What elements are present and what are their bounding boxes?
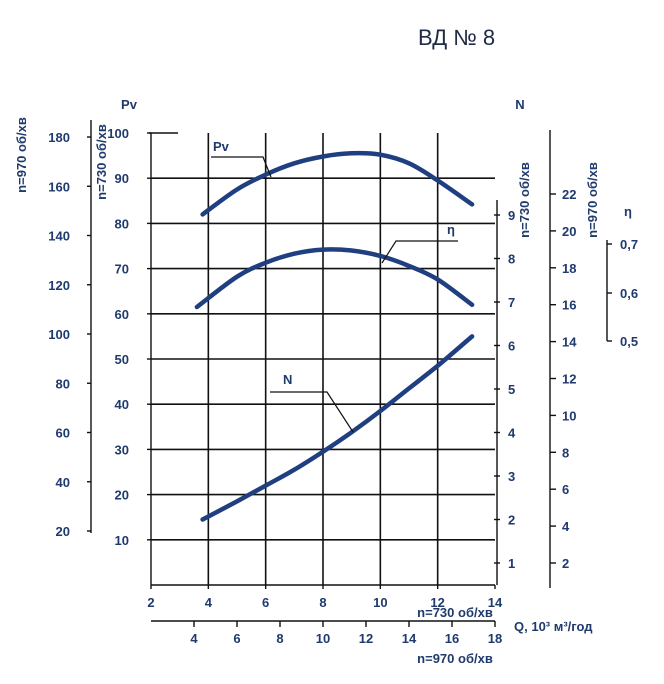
efficiency-curve (194, 247, 475, 310)
yr2-tick-label: 2 (562, 556, 569, 571)
yr-axis-label-n: N (515, 97, 524, 112)
x2-tick-label: 4 (190, 631, 198, 646)
yr2-tick-label: 4 (562, 519, 570, 534)
y-tick-label: 90 (115, 171, 129, 186)
yr2-tick-label: 20 (562, 224, 576, 239)
x2-tick-label: 18 (488, 631, 502, 646)
y2-tick-label: 120 (48, 278, 70, 293)
y-tick-label: 100 (107, 126, 129, 141)
y2-tick-label: 160 (48, 179, 70, 194)
yr-tick-label: 8 (508, 252, 515, 267)
y2-tick-label: 20 (56, 524, 70, 539)
yr-tick-label: 4 (508, 426, 516, 441)
x2-tick-label: 10 (316, 631, 330, 646)
y-tick-label: 50 (115, 352, 129, 367)
y-axis-label-pv: Pv (121, 97, 138, 112)
x-axis-label-970: n=970 об/хв (417, 651, 493, 666)
x2-tick-label: 16 (445, 631, 459, 646)
yr-axis-label-730: n=730 об/хв (517, 162, 532, 238)
x-axis-label-730: n=730 об/хв (417, 605, 493, 620)
yr2-tick-label: 14 (562, 335, 577, 350)
x-quantity-label: Q, 10³ м³/год (514, 619, 593, 634)
yr-tick-label: 6 (508, 339, 515, 354)
y2-axis-label-970: n=970 об/хв (14, 117, 29, 193)
y-tick-label: 20 (115, 488, 129, 503)
x-tick-label: 10 (373, 595, 387, 610)
eta-tick-label: 0,5 (620, 334, 638, 349)
yr2-tick-label: 18 (562, 261, 576, 276)
power-curve-label: N (283, 372, 292, 387)
y-tick-label: 70 (115, 262, 129, 277)
pv-curve (200, 150, 475, 217)
yr2-axis-label-970: n=970 об/хв (585, 162, 600, 238)
efficiency-leader-line (381, 240, 458, 264)
curves (194, 150, 475, 522)
y2-tick-label: 180 (48, 130, 70, 145)
yr2-tick-label: 22 (562, 187, 576, 202)
power-curve (200, 334, 475, 522)
yr2-tick-label: 8 (562, 445, 569, 460)
x2-tick-label: 6 (233, 631, 240, 646)
pv-leader-line (211, 156, 272, 178)
y2-tick-label: 100 (48, 327, 70, 342)
axis-labels: 2 4 6 8 10 12 14n=730 об/хв4 6 8 10 12 14 16 18n=970 … (14, 97, 638, 666)
y-tick-label: 40 (115, 397, 129, 412)
eta-tick-label: 0,7 (620, 237, 638, 252)
x-tick-label: 2 (147, 595, 154, 610)
x2-tick-label: 12 (359, 631, 373, 646)
y2-tick-label: 60 (56, 426, 70, 441)
pv-curve-label: Pv (213, 139, 230, 154)
y-axis-label-730: n=730 об/хв (94, 124, 109, 200)
eta-tick-label: 0,6 (620, 286, 638, 301)
eta-axis-label: η (624, 204, 632, 219)
yr-tick-label: 7 (508, 295, 515, 310)
grid (151, 133, 495, 585)
x2-tick-label: 8 (276, 631, 283, 646)
y-tick-label: 80 (115, 216, 129, 231)
axes (87, 120, 612, 627)
yr-tick-label: 3 (508, 469, 515, 484)
chart-title: ВД № 8 (418, 25, 495, 50)
x-tick-label: 6 (262, 595, 269, 610)
x-tick-label: 14 (488, 595, 503, 610)
efficiency-curve-label: η (447, 222, 455, 237)
y-tick-label: 10 (115, 533, 129, 548)
yr-tick-label: 1 (508, 556, 515, 571)
y-tick-label: 30 (115, 442, 129, 457)
yr-tick-label: 5 (508, 382, 515, 397)
yr-tick-label: 9 (508, 208, 515, 223)
y2-tick-label: 40 (56, 475, 70, 490)
yr2-tick-label: 6 (562, 482, 569, 497)
x-tick-label: 4 (205, 595, 213, 610)
x2-tick-label: 14 (402, 631, 417, 646)
yr-tick-label: 2 (508, 513, 515, 528)
yr2-tick-label: 16 (562, 298, 576, 313)
yr2-tick-label: 12 (562, 372, 576, 387)
x-tick-label: 12 (430, 595, 444, 610)
y2-tick-label: 80 (56, 376, 70, 391)
y-tick-label: 60 (115, 307, 129, 322)
y2-tick-label: 140 (48, 229, 70, 244)
x-tick-label: 8 (319, 595, 326, 610)
yr2-tick-label: 10 (562, 408, 576, 423)
power-leader-line (270, 391, 354, 433)
